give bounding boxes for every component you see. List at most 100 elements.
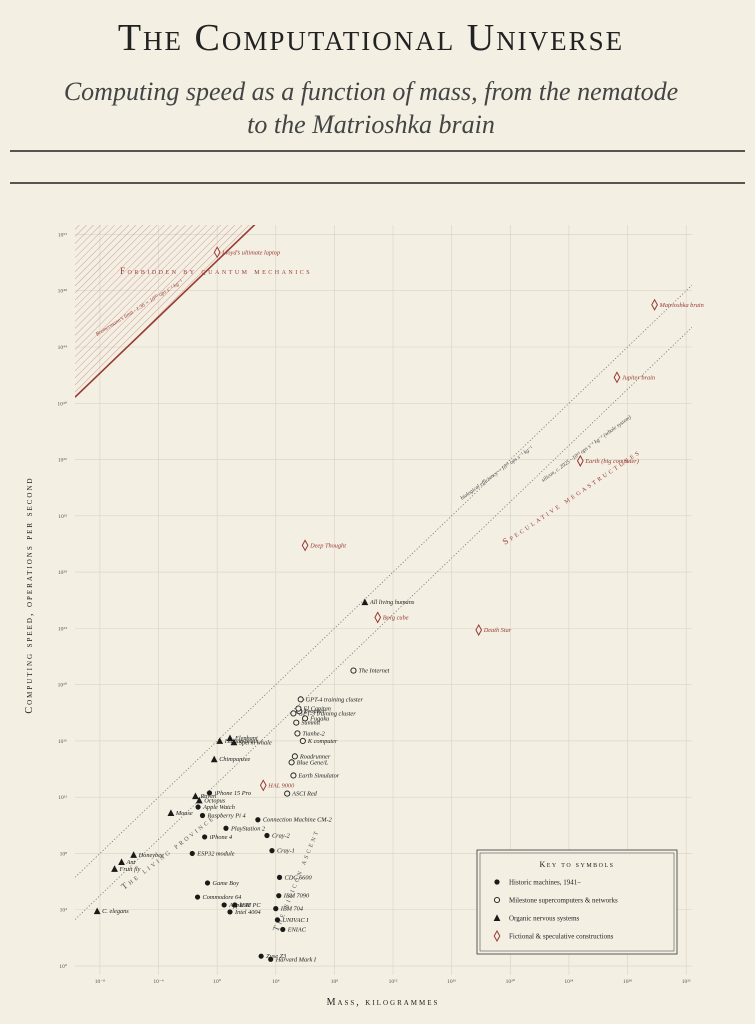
point <box>293 719 300 726</box>
point-label: IBM 7090 <box>283 893 310 900</box>
point <box>167 809 175 817</box>
point-label: Roadrunner <box>299 753 331 760</box>
x-axis-title: Mass, kilogrammes <box>327 997 440 1008</box>
point <box>199 812 206 819</box>
point <box>118 858 125 865</box>
y-tick-label: 10⁵² <box>58 232 67 238</box>
point-label: Mouse <box>175 810 193 817</box>
point-label: Raven <box>199 793 216 800</box>
point <box>280 926 286 933</box>
point-label: ASCI Red <box>291 791 318 798</box>
point-label: PlayStation 2 <box>230 825 266 832</box>
point <box>302 715 309 722</box>
point <box>230 738 238 746</box>
point-label: Earth Simulator <box>297 772 339 779</box>
point <box>288 759 295 766</box>
point <box>273 906 279 912</box>
point <box>291 753 298 760</box>
point-label: GPT-3 training cluster <box>298 710 356 717</box>
point <box>226 734 234 742</box>
legend-box <box>479 852 675 952</box>
point <box>195 804 201 810</box>
y-axis-title: Computing speed, operations per second <box>24 476 35 713</box>
point <box>192 792 199 800</box>
point-label: Blue Gene/L <box>297 759 329 766</box>
point-label: All living humans <box>369 599 415 606</box>
point-label: UNIVAC I <box>282 917 309 924</box>
y-tick-label: 10⁸ <box>60 851 68 857</box>
point-label: C. elegans <box>102 908 129 915</box>
x-tick-label: 10¹² <box>389 979 398 985</box>
point <box>294 730 301 737</box>
point <box>276 893 282 899</box>
point-label: Honeybee <box>138 852 164 859</box>
point-label: Raspberry Pi 4 <box>206 813 245 820</box>
point-label: ENIAC <box>287 926 307 933</box>
y-tick-label: 10²⁸ <box>58 570 67 576</box>
point-label: Matrioshka brain <box>659 302 704 309</box>
x-tick-label: 10³² <box>682 979 691 985</box>
point <box>216 737 224 744</box>
x-tick-label: 10⁸ <box>331 979 339 985</box>
point <box>268 956 274 962</box>
point <box>194 894 201 900</box>
point <box>221 902 227 908</box>
point-label: Commodore 64 <box>203 894 242 901</box>
legend-title: Key to symbols <box>539 860 614 869</box>
subtitle: to the Matrioshka brain <box>247 110 495 139</box>
point-label: Fugaku <box>309 715 329 722</box>
point-label: HAL 9000 <box>267 782 295 789</box>
x-tick-label: 10¹⁶ <box>447 979 456 985</box>
point-label: Elephant <box>234 735 258 742</box>
point-label: Tianhe-2 <box>302 730 325 737</box>
reference-line <box>75 225 256 398</box>
point <box>297 696 304 703</box>
point-label: Jupiter brain <box>622 374 655 381</box>
point <box>213 246 221 259</box>
point <box>274 917 281 923</box>
point-label: Intel 4004 <box>234 909 261 916</box>
point <box>290 772 297 779</box>
point <box>299 737 306 744</box>
point <box>264 832 270 839</box>
x-tick-label: 10²⁴ <box>564 979 573 985</box>
point-label: Ant <box>126 859 136 866</box>
y-tick-label: 10⁴⁸ <box>58 289 67 295</box>
point <box>276 874 283 880</box>
point <box>227 909 233 915</box>
point-label: IBM 704 <box>280 906 303 913</box>
y-tick-label: 10³⁶ <box>58 458 67 464</box>
point <box>255 817 261 823</box>
point-label: Fruit fly <box>119 866 141 873</box>
y-tick-label: 10²⁴ <box>58 626 67 632</box>
point-label: Death Star <box>483 627 512 634</box>
point-label: Harvard Mark I <box>275 956 317 963</box>
legend-marker <box>493 929 501 943</box>
region-label: Forbidden by quantum mechanics <box>120 266 312 276</box>
point-label: El Capitan <box>302 706 330 713</box>
point-label: Frontier <box>303 708 326 715</box>
ref-line-label: silicon, c. 2025 ~10¹³ ops s⁻¹ kg⁻¹ (who… <box>540 414 633 484</box>
point-label: Lloyd’s ultimate laptop <box>221 249 280 256</box>
y-tick-label: 10⁴⁴ <box>58 345 67 351</box>
point-label: Zuse Z3 <box>266 953 286 960</box>
legend-marker <box>493 914 501 921</box>
point-label: Summit <box>301 720 320 727</box>
point-label: Cray-2 <box>272 832 291 839</box>
point-label: Connection Machine CM-2 <box>263 817 333 824</box>
point <box>223 825 229 831</box>
legend-box <box>476 849 678 955</box>
point <box>350 667 357 674</box>
point <box>130 851 138 858</box>
y-tick-label: 10⁴⁰ <box>57 400 67 407</box>
y-tick-label: 10³² <box>58 514 67 520</box>
point-label: Apple Watch <box>202 804 235 811</box>
point-label: Deep Thought <box>309 542 346 549</box>
x-tick-label: 10⁻⁴ <box>153 979 163 985</box>
y-tick-label: 10¹² <box>58 795 67 801</box>
point <box>301 539 309 552</box>
point <box>613 371 621 384</box>
point <box>189 850 195 857</box>
x-tick-label: 10²⁰ <box>506 978 516 985</box>
legend-label: Fictional & speculative constructions <box>509 933 614 941</box>
